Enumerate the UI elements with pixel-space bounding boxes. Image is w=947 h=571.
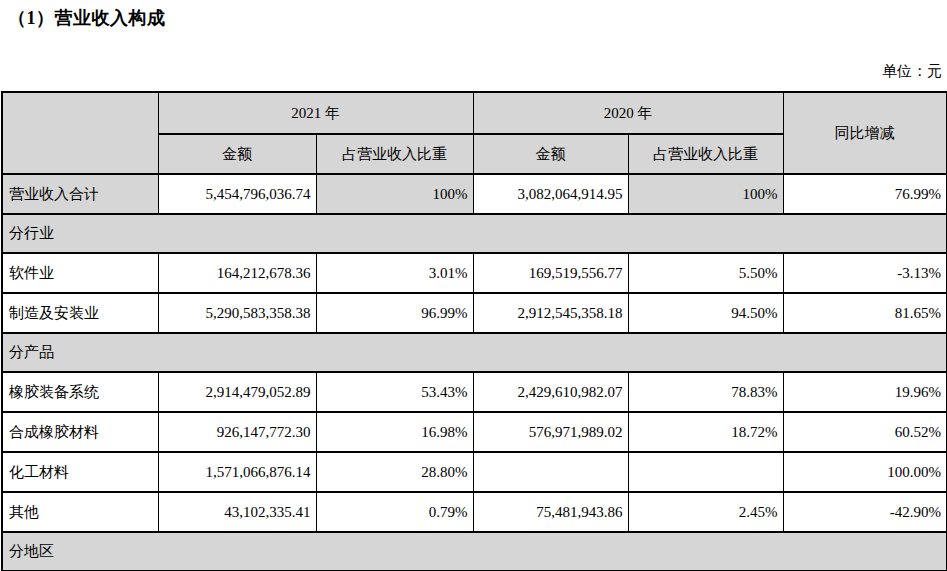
document-page: （1）营业收入构成 单位：元 2021 年 2020 年 同比增减 金额 占营业… — [0, 0, 947, 571]
header-ratio-2020: 占营业收入比重 — [628, 134, 783, 174]
ratio-2020: 18.72% — [628, 412, 783, 452]
amount-2021: 926,147,772.30 — [158, 412, 316, 452]
row-label: 制造及安装业 — [2, 293, 158, 333]
table-row-manufacturing-installation: 制造及安装业 5,290,583,358.38 96.99% 2,912,545… — [2, 293, 947, 333]
row-label: 合成橡胶材料 — [2, 412, 158, 452]
amount-2020 — [473, 452, 628, 492]
amount-2021: 5,454,796,036.74 — [158, 174, 316, 214]
ratio-2021: 53.43% — [316, 372, 473, 412]
table-row-other: 其他 43,102,335.41 0.79% 75,481,943.86 2.4… — [2, 492, 947, 532]
amount-2021: 2,914,479,052.89 — [158, 372, 316, 412]
row-label: 橡胶装备系统 — [2, 372, 158, 412]
amount-2020: 576,971,989.02 — [473, 412, 628, 452]
header-year-2020: 2020 年 — [473, 92, 783, 134]
amount-2020: 2,429,610,982.07 — [473, 372, 628, 412]
amount-2021: 5,290,583,358.38 — [158, 293, 316, 333]
table-row-software: 软件业 164,212,678.36 3.01% 169,519,556.77 … — [2, 253, 947, 293]
row-label: 其他 — [2, 492, 158, 532]
yoy-change: 81.65% — [783, 293, 947, 333]
ratio-2021: 28.80% — [316, 452, 473, 492]
yoy-change: 19.96% — [783, 372, 947, 412]
yoy-change: 100.00% — [783, 452, 947, 492]
ratio-2021: 16.98% — [316, 412, 473, 452]
table-row-total-revenue: 营业收入合计 5,454,796,036.74 100% 3,082,064,9… — [2, 174, 947, 214]
amount-2020: 169,519,556.77 — [473, 253, 628, 293]
amount-2020: 2,912,545,358.18 — [473, 293, 628, 333]
ratio-2020: 2.45% — [628, 492, 783, 532]
section-label: 分产品 — [2, 333, 947, 372]
header-row-years: 2021 年 2020 年 同比增减 — [2, 92, 947, 134]
header-yoy: 同比增减 — [783, 92, 947, 174]
table-row-chemical-material: 化工材料 1,571,066,876.14 28.80% 100.00% — [2, 452, 947, 492]
unit-row: 单位：元 — [0, 62, 947, 80]
section-row-by-region: 分地区 — [2, 532, 947, 571]
header-year-2021: 2021 年 — [158, 92, 473, 134]
ratio-2021: 96.99% — [316, 293, 473, 333]
ratio-2021: 100% — [316, 174, 473, 214]
header-blank-cell — [2, 92, 158, 174]
header-amount-2021: 金额 — [158, 134, 316, 174]
row-label: 软件业 — [2, 253, 158, 293]
ratio-2020: 94.50% — [628, 293, 783, 333]
unit-label: 单位：元 — [882, 63, 942, 79]
table-row-rubber-equipment-system: 橡胶装备系统 2,914,479,052.89 53.43% 2,429,610… — [2, 372, 947, 412]
section-title: （1）营业收入构成 — [0, 0, 947, 29]
amount-2020: 75,481,943.86 — [473, 492, 628, 532]
row-label: 营业收入合计 — [2, 174, 158, 214]
section-row-by-industry: 分行业 — [2, 214, 947, 253]
header-ratio-2021: 占营业收入比重 — [316, 134, 473, 174]
ratio-2020: 5.50% — [628, 253, 783, 293]
amount-2021: 43,102,335.41 — [158, 492, 316, 532]
table-row-synthetic-rubber-material: 合成橡胶材料 926,147,772.30 16.98% 576,971,989… — [2, 412, 947, 452]
header-amount-2020: 金额 — [473, 134, 628, 174]
ratio-2020: 78.83% — [628, 372, 783, 412]
section-label: 分行业 — [2, 214, 947, 253]
ratio-2020 — [628, 452, 783, 492]
amount-2020: 3,082,064,914.95 — [473, 174, 628, 214]
yoy-change: -42.90% — [783, 492, 947, 532]
yoy-change: -3.13% — [783, 253, 947, 293]
amount-2021: 1,571,066,876.14 — [158, 452, 316, 492]
amount-2021: 164,212,678.36 — [158, 253, 316, 293]
row-label: 化工材料 — [2, 452, 158, 492]
revenue-composition-table: 2021 年 2020 年 同比增减 金额 占营业收入比重 金额 占营业收入比重… — [1, 91, 947, 571]
yoy-change: 60.52% — [783, 412, 947, 452]
section-row-by-product: 分产品 — [2, 333, 947, 372]
yoy-change: 76.99% — [783, 174, 947, 214]
ratio-2021: 0.79% — [316, 492, 473, 532]
section-label: 分地区 — [2, 532, 947, 571]
ratio-2021: 3.01% — [316, 253, 473, 293]
ratio-2020: 100% — [628, 174, 783, 214]
